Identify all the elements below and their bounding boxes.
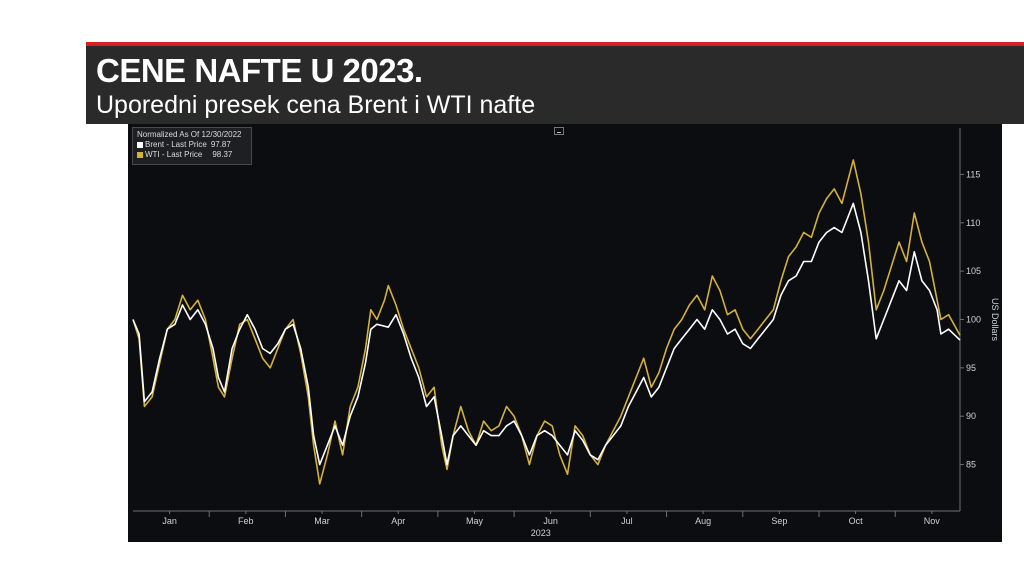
x-tick-label: Nov bbox=[924, 516, 941, 526]
legend-item-wti: WTI - Last Price 98.37 bbox=[137, 150, 247, 160]
legend-swatch-brent bbox=[137, 141, 143, 148]
x-tick-label: Aug bbox=[695, 516, 711, 526]
x-year-label: 2023 bbox=[531, 528, 551, 538]
x-tick-label: Sep bbox=[771, 516, 787, 526]
series-line-wti bbox=[132, 159, 961, 485]
x-tick-label: Oct bbox=[849, 516, 864, 526]
y-tick-label: 85 bbox=[966, 460, 976, 470]
legend-value-wti: 98.37 bbox=[212, 150, 233, 159]
x-tick-label: Apr bbox=[391, 516, 405, 526]
minimize-button[interactable] bbox=[554, 127, 564, 135]
x-tick-label: Feb bbox=[238, 516, 254, 526]
series-line-brent bbox=[132, 202, 961, 466]
y-tick-label: 90 bbox=[966, 411, 976, 421]
chart-panel: 85 90 95 100 105 110 115 Jan Feb Mar Apr May Jun Jul A… bbox=[128, 124, 1002, 542]
y-tick-label: 105 bbox=[966, 266, 981, 276]
legend-header: Normalized As Of 12/30/2022 bbox=[137, 130, 242, 139]
y-tick-label: 95 bbox=[966, 363, 976, 373]
chart-legend: Normalized As Of 12/30/2022 Brent - Last… bbox=[132, 127, 252, 165]
legend-label-wti: WTI - Last Price bbox=[145, 150, 203, 159]
x-tick-label: Jun bbox=[543, 516, 558, 526]
legend-item-brent: Brent - Last Price 97.87 bbox=[137, 140, 247, 150]
page-title: CENE NAFTE U 2023. bbox=[96, 52, 423, 89]
x-tick-label: Jan bbox=[162, 516, 177, 526]
y-tick-label: 110 bbox=[966, 218, 980, 228]
x-tick-label: Mar bbox=[314, 516, 330, 526]
x-tick-label: May bbox=[466, 516, 484, 526]
y-tick-label: 115 bbox=[966, 169, 980, 179]
legend-swatch-wti bbox=[137, 151, 143, 158]
line-chart: 85 90 95 100 105 110 115 Jan Feb Mar Apr May Jun Jul A… bbox=[132, 128, 1000, 538]
title-banner: CENE NAFTE U 2023. Uporedni presek cena … bbox=[86, 42, 1024, 124]
page-subtitle: Uporedni presek cena Brent i WTI nafte bbox=[96, 91, 536, 119]
x-tick-label: Jul bbox=[621, 516, 633, 526]
legend-label-brent: Brent - Last Price bbox=[145, 140, 207, 149]
y-axis-title: US Dollars bbox=[990, 298, 1000, 342]
y-tick-label: 100 bbox=[966, 315, 981, 325]
legend-value-brent: 97.87 bbox=[210, 140, 231, 149]
